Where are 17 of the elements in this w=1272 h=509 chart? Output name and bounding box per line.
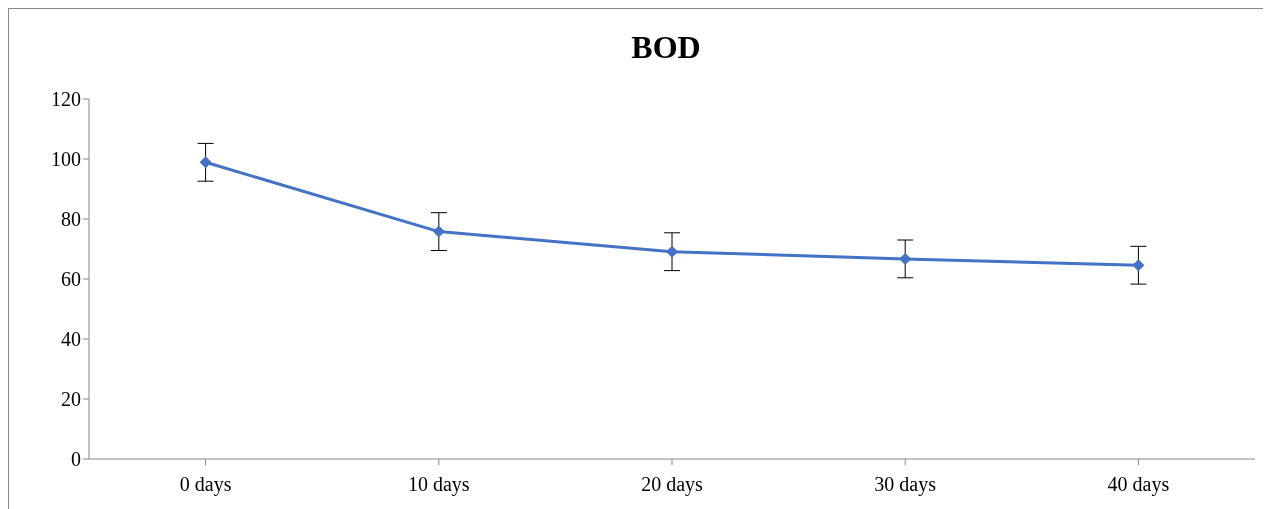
point — [199, 156, 212, 169]
y-tick-label: 80 — [61, 208, 81, 231]
point — [432, 225, 445, 238]
x-tick-label: 30 days — [874, 473, 937, 497]
y-tick-label: 120 — [51, 88, 81, 111]
x-tick-label: 10 days — [407, 473, 470, 497]
x-tick-label: 20 days — [641, 473, 704, 497]
x-tick-label: 40 days — [1107, 473, 1170, 497]
point — [666, 245, 678, 258]
point — [1132, 259, 1145, 272]
y-tick-label: 20 — [61, 388, 81, 411]
y-tick-label: 100 — [51, 148, 81, 171]
chart-title: BOD — [630, 28, 702, 67]
y-tick-label: 0 — [71, 448, 81, 471]
y-tick-label: 40 — [61, 328, 81, 351]
y-tick-label: 60 — [61, 268, 81, 291]
x-tick-label: 0 days — [179, 473, 232, 497]
